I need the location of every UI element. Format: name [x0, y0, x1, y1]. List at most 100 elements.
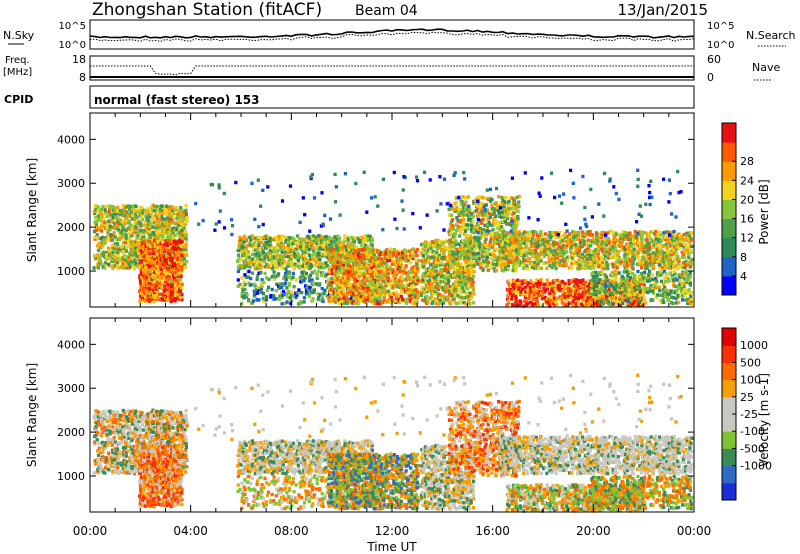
power-cell: [105, 253, 109, 257]
power-cell: [561, 257, 565, 261]
power-cell: [336, 248, 340, 252]
power-cell: [496, 226, 500, 230]
power-cell: [150, 224, 154, 228]
power-cell: [376, 283, 380, 288]
power-cell: [169, 285, 174, 289]
power-cell: [581, 230, 585, 234]
power-cell: [179, 274, 183, 278]
power-cell: [132, 264, 136, 269]
power-cell: [450, 244, 454, 249]
power-cell: [94, 228, 98, 233]
power-cell: [446, 282, 450, 286]
power-cell: [444, 268, 448, 272]
power-cell: [532, 244, 536, 248]
power-cell: [171, 226, 175, 231]
power-cell: [356, 302, 360, 306]
power-cell: [500, 195, 504, 200]
power-cell: [331, 259, 335, 264]
power-cell: [381, 279, 385, 283]
power-cell: [145, 256, 149, 261]
power-cell: [138, 266, 142, 270]
power-cell: [474, 252, 478, 256]
power-cell: [534, 250, 538, 255]
power-cell: [141, 223, 146, 227]
power-cell: [343, 301, 347, 305]
power-cell: [476, 206, 480, 211]
power-cell: [175, 279, 179, 283]
power-cell: [412, 276, 416, 281]
power-cell: [132, 267, 136, 271]
power-cell: [149, 215, 153, 219]
power-cell: [168, 288, 172, 293]
power-cell: [421, 262, 425, 266]
power-cell: [503, 217, 507, 221]
power-cell: [514, 258, 518, 263]
power-cell: [609, 254, 613, 259]
power-cell: [363, 276, 367, 280]
power-cell: [342, 273, 346, 278]
power-cell: [366, 295, 371, 300]
power-cell: [145, 214, 149, 219]
power-cell: [241, 236, 245, 241]
power-cell: [180, 222, 184, 226]
power-cell: [421, 242, 426, 246]
power-cell: [317, 265, 321, 269]
power-cell: [255, 253, 259, 257]
power-cell: [573, 242, 578, 247]
power-cell: [170, 246, 174, 250]
power-cell: [158, 255, 162, 259]
power-cell: [289, 301, 293, 306]
power-cell: [453, 207, 457, 212]
power-cell: [413, 268, 417, 272]
power-cell: [478, 218, 482, 223]
power-cell: [306, 258, 310, 263]
power-cell: [323, 288, 327, 292]
power-cell: [378, 302, 383, 306]
power-cell: [249, 283, 253, 287]
power-cell: [577, 237, 581, 241]
power-cell: [338, 285, 342, 289]
power-cell: [303, 276, 307, 281]
power-cell: [536, 238, 540, 243]
power-cell: [440, 270, 444, 274]
power-cell: [284, 267, 288, 271]
power-cell: [362, 287, 366, 291]
power-cell: [335, 246, 339, 250]
power-cell: [405, 283, 409, 287]
power-cell: [433, 297, 437, 301]
power-cell: [303, 257, 308, 261]
power-cell: [163, 292, 167, 297]
power-cell: [442, 301, 446, 305]
power-cell: [481, 227, 485, 232]
power-cell: [389, 279, 393, 283]
power-cell: [287, 241, 292, 245]
power-cell: [516, 238, 520, 243]
power-cell: [552, 231, 556, 235]
power-cell: [450, 288, 454, 292]
power-cell: [145, 212, 149, 216]
power-cell: [255, 274, 260, 278]
power-cell: [165, 294, 169, 298]
power-cell: [335, 253, 339, 258]
power-cell: [441, 285, 445, 290]
power-cell: [462, 232, 466, 236]
power-cell: [471, 285, 475, 289]
power-cell: [540, 247, 544, 252]
power-cell: [430, 277, 434, 281]
power-cell: [97, 236, 101, 240]
power-cell: [336, 273, 340, 277]
power-cell: [576, 235, 581, 239]
power-cell: [531, 237, 535, 241]
power-cell: [511, 254, 515, 259]
power-cell: [425, 290, 429, 294]
power-cell: [505, 206, 509, 210]
power-cell: [483, 223, 487, 227]
power-cell: [564, 262, 568, 266]
power-cell: [332, 258, 336, 262]
power-cell: [93, 235, 97, 239]
power-cell: [495, 241, 499, 245]
power-cell: [463, 243, 467, 248]
power-cell: [486, 260, 490, 264]
power-cell: [415, 261, 419, 265]
power-cell: [478, 205, 482, 209]
